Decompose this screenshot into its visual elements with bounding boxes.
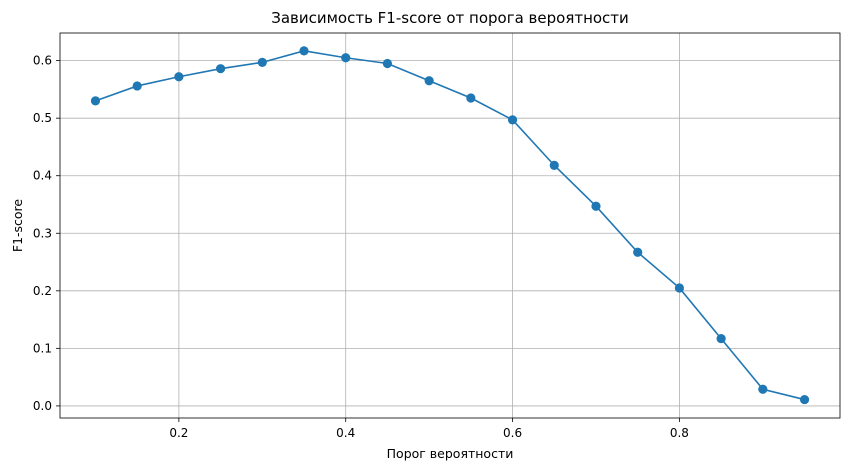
data-point (382, 58, 393, 69)
plot-area-frame (59, 32, 841, 419)
y-tick-label: 0.0 (33, 399, 52, 413)
data-point (633, 247, 643, 257)
x-axis-ticks: 0.2 0.4 0.6 0.8 (169, 418, 689, 440)
data-point (299, 46, 309, 56)
data-point (799, 394, 810, 405)
y-tick-label: 0.3 (33, 226, 52, 240)
data-point (215, 64, 226, 74)
data-point (591, 201, 601, 211)
y-tick-label: 0.5 (33, 111, 52, 125)
chart-title: Зависимость F1-score от порога вероятнос… (271, 9, 629, 27)
data-point (90, 96, 101, 106)
grid-lines (60, 33, 840, 418)
y-tick-label: 0.4 (33, 169, 52, 183)
data-point (174, 72, 184, 82)
data-point (758, 384, 768, 394)
data-point (132, 81, 142, 91)
data-point (507, 115, 518, 125)
data-point (424, 76, 434, 86)
data-point (674, 283, 685, 293)
data-point (466, 93, 476, 103)
data-point (341, 53, 351, 63)
y-axis-ticks: 0.0 0.1 0.2 0.3 0.4 0.5 0.6 (33, 54, 60, 413)
series-layer (90, 46, 810, 405)
data-point (549, 160, 559, 170)
series-line (95, 50, 805, 401)
x-tick-label: 0.2 (169, 426, 188, 440)
y-tick-label: 0.6 (33, 54, 52, 68)
y-tick-label: 0.1 (33, 341, 52, 355)
y-axis-label: F1-score (10, 199, 25, 253)
y-tick-label: 0.2 (33, 284, 52, 298)
data-point (716, 333, 726, 344)
x-tick-label: 0.8 (670, 426, 689, 440)
x-axis-label: Порог вероятности (387, 446, 514, 461)
x-tick-label: 0.6 (503, 426, 522, 440)
data-point (257, 57, 267, 67)
x-tick-label: 0.4 (336, 426, 355, 440)
